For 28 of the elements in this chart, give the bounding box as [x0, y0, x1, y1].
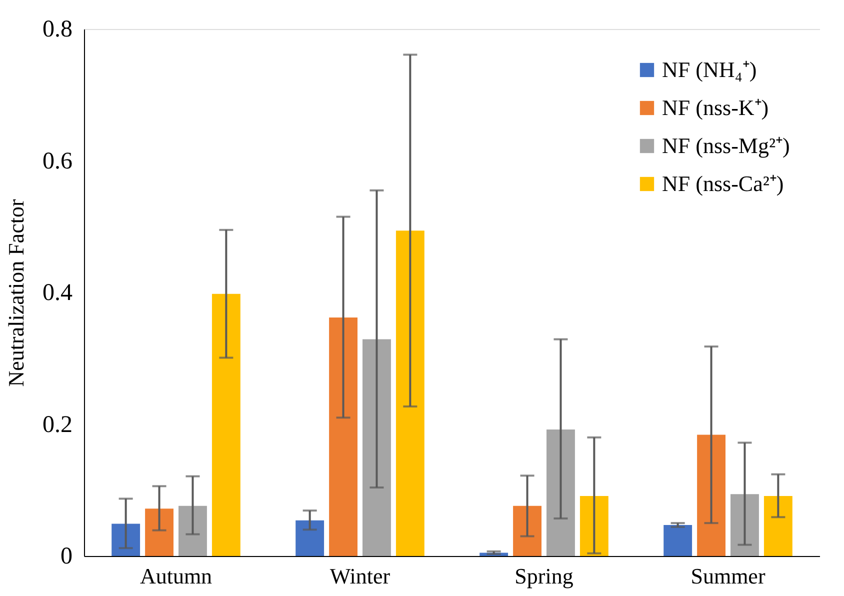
x-tick-label: Spring [514, 564, 574, 588]
legend-label: NF (nss-Mg²⁺) [662, 133, 790, 158]
y-tick-label: 0.8 [42, 16, 72, 42]
bar [580, 496, 608, 556]
bar [212, 294, 240, 556]
legend-label: NF (nss-K⁺) [662, 95, 769, 120]
y-tick-label: 0 [60, 544, 72, 570]
y-axis-title: Neutralization Factor [4, 198, 28, 387]
bar [296, 520, 324, 556]
y-tick-label: 0.2 [42, 412, 72, 438]
bar [112, 524, 140, 556]
bar [546, 430, 575, 556]
bar [730, 494, 759, 556]
x-tick-label: Summer [690, 564, 766, 588]
legend-label: NF (NH₄⁺) [662, 57, 757, 82]
bar [513, 506, 542, 556]
bar [362, 339, 391, 556]
x-tick-label: Winter [330, 564, 391, 588]
x-tick-label: Autumn [140, 564, 212, 588]
bar [697, 434, 726, 556]
bar [145, 508, 174, 556]
y-tick-label: 0.6 [42, 148, 72, 174]
legend-label: NF (nss-Ca²⁺) [662, 171, 784, 196]
bar [396, 230, 424, 556]
bar [764, 496, 792, 556]
y-tick-label: 0.4 [42, 280, 72, 306]
bar [178, 506, 207, 556]
bar [329, 318, 358, 556]
